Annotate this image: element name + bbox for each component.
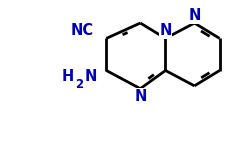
Text: N: N: [134, 89, 146, 104]
Text: N: N: [84, 69, 97, 84]
Text: 2: 2: [74, 78, 82, 91]
Text: NC: NC: [71, 23, 94, 38]
Text: N: N: [159, 23, 171, 38]
Text: H: H: [61, 69, 73, 84]
Text: N: N: [187, 8, 200, 23]
